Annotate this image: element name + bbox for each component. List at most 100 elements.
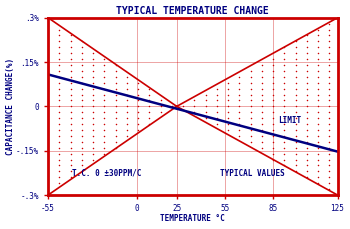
Point (147, 105, 152, 108)
Point (315, 40, 321, 43)
Point (102, 57, 107, 61)
Point (68, 34, 74, 37)
Point (293, 81, 299, 85)
Point (271, 57, 276, 61)
Point (102, 110, 107, 114)
Point (57, 110, 62, 114)
Point (102, 152, 107, 155)
Point (79, 134, 85, 138)
Point (315, 110, 321, 114)
Point (225, 110, 231, 114)
Point (248, 81, 253, 85)
X-axis label: TEMPERATURE °C: TEMPERATURE °C (160, 214, 225, 224)
Point (304, 164, 310, 167)
Point (90, 158, 96, 161)
Point (68, 45, 74, 49)
Point (315, 81, 321, 85)
Point (315, 122, 321, 126)
Point (147, 116, 152, 120)
Point (259, 105, 265, 108)
Point (124, 128, 130, 132)
Point (102, 140, 107, 144)
Point (57, 158, 62, 161)
Point (68, 158, 74, 161)
Point (293, 69, 299, 73)
Point (135, 81, 141, 85)
Point (90, 128, 96, 132)
Point (90, 146, 96, 150)
Point (203, 99, 209, 102)
Point (102, 128, 107, 132)
Point (113, 93, 118, 96)
Y-axis label: CAPACITANCE CHANGE(%): CAPACITANCE CHANGE(%) (6, 58, 15, 155)
Point (147, 99, 152, 102)
Point (135, 87, 141, 90)
Point (79, 99, 85, 102)
Point (113, 75, 118, 79)
Point (293, 57, 299, 61)
Point (68, 122, 74, 126)
Point (102, 105, 107, 108)
Point (237, 122, 242, 126)
Point (68, 57, 74, 61)
Point (282, 57, 287, 61)
Point (327, 146, 332, 150)
Point (315, 69, 321, 73)
Point (135, 128, 141, 132)
Point (293, 87, 299, 90)
Point (57, 51, 62, 55)
Point (68, 164, 74, 167)
Point (293, 146, 299, 150)
Point (57, 40, 62, 43)
Point (225, 122, 231, 126)
Point (327, 63, 332, 67)
Point (90, 87, 96, 90)
Point (327, 34, 332, 37)
Point (248, 75, 253, 79)
Text: T.C. 0 ±30PPM/C: T.C. 0 ±30PPM/C (72, 169, 142, 178)
Point (315, 152, 321, 155)
Point (327, 128, 332, 132)
Point (90, 81, 96, 85)
Point (271, 75, 276, 79)
Point (124, 93, 130, 96)
Point (135, 110, 141, 114)
Point (124, 134, 130, 138)
Point (79, 169, 85, 173)
Point (327, 158, 332, 161)
Point (68, 81, 74, 85)
Point (327, 181, 332, 185)
Point (225, 81, 231, 85)
Point (327, 140, 332, 144)
Point (147, 122, 152, 126)
Point (214, 116, 220, 120)
Point (293, 128, 299, 132)
Point (79, 128, 85, 132)
Point (90, 152, 96, 155)
Point (271, 146, 276, 150)
Point (282, 75, 287, 79)
Point (315, 181, 321, 185)
Point (304, 158, 310, 161)
Point (327, 152, 332, 155)
Point (327, 187, 332, 191)
Point (57, 152, 62, 155)
Point (282, 81, 287, 85)
Point (282, 122, 287, 126)
Point (68, 175, 74, 179)
Point (79, 116, 85, 120)
Point (248, 134, 253, 138)
Point (158, 110, 163, 114)
Point (304, 93, 310, 96)
Point (113, 87, 118, 90)
Point (79, 152, 85, 155)
Point (113, 122, 118, 126)
Point (57, 57, 62, 61)
Point (293, 152, 299, 155)
Title: TYPICAL TEMPERATURE CHANGE: TYPICAL TEMPERATURE CHANGE (117, 5, 269, 16)
Point (327, 81, 332, 85)
Point (282, 45, 287, 49)
Point (293, 140, 299, 144)
Point (135, 99, 141, 102)
Point (315, 164, 321, 167)
